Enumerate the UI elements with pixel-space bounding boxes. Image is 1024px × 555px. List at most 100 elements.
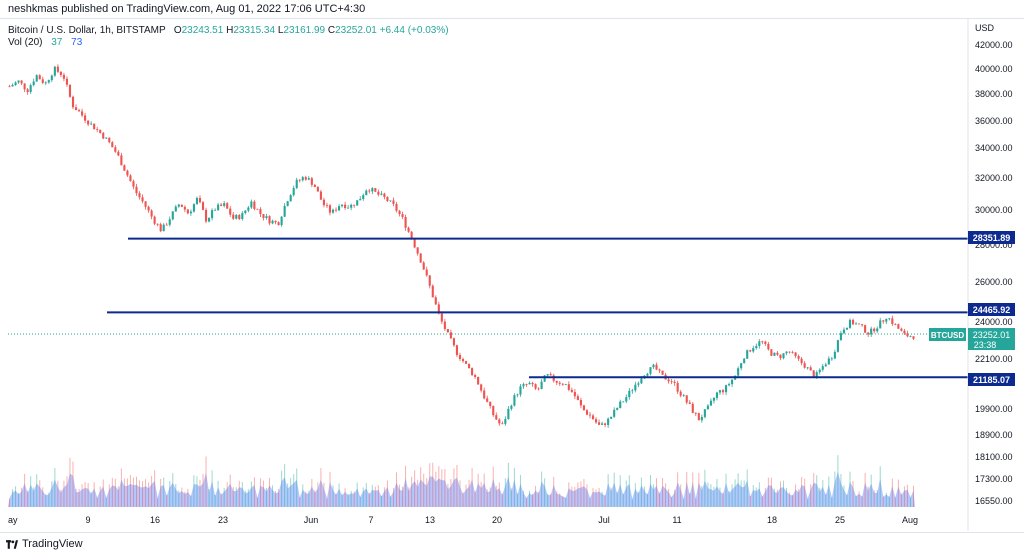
candle-body — [286, 201, 289, 206]
publisher-text: neshkmas published on TradingView.com, A… — [8, 3, 366, 15]
price-tick-label: 40000.00 — [975, 64, 1013, 74]
candle-body — [591, 415, 595, 420]
time-axis[interactable]: ay 9 16 23 Jun 7 13 20 Jul 11 18 25 Aug — [8, 515, 918, 525]
candle-body — [582, 405, 586, 411]
volume-ma-area — [8, 471, 915, 507]
candle-body — [99, 129, 102, 133]
candle-body — [631, 390, 634, 392]
candle-body — [77, 110, 81, 112]
candle-body — [912, 336, 915, 339]
candle-body — [20, 80, 23, 84]
candle-body — [44, 82, 47, 84]
candle-body — [594, 419, 598, 423]
candle-body — [531, 382, 534, 385]
symbol-name[interactable]: Bitcoin / U.S. Dollar, 1h, BITSTAMP — [8, 25, 166, 36]
candle-body — [105, 137, 108, 139]
candle-body — [516, 394, 519, 396]
time-tick-label: 16 — [150, 515, 160, 525]
candle-body — [337, 206, 341, 211]
candle-body — [697, 413, 700, 421]
candle-body — [534, 384, 537, 389]
candle-body — [909, 336, 912, 338]
level-label-3-text: 21185.07 — [973, 375, 1010, 385]
candle-body — [174, 206, 177, 212]
candle-body — [525, 384, 528, 385]
candle-body — [223, 203, 226, 206]
candle-body — [35, 75, 38, 82]
candle-body — [108, 137, 111, 143]
candle-body — [625, 397, 628, 402]
price-tick-label: 22100.00 — [975, 354, 1013, 364]
candle-body — [864, 325, 867, 333]
candle-body — [679, 391, 682, 396]
candle-body — [81, 111, 84, 116]
low-value: 23161.99 — [283, 25, 326, 36]
candle-body — [298, 179, 301, 181]
candle-body — [546, 374, 549, 376]
price-tick-label: 19900.00 — [975, 404, 1013, 414]
volume-label[interactable]: Vol (20) — [8, 37, 43, 48]
price-axis[interactable]: 42000.00 40000.00 38000.00 36000.00 34000.00… — [975, 40, 1013, 506]
candle-body — [812, 370, 815, 378]
candle-body — [861, 324, 864, 326]
time-tick-label: Jun — [304, 515, 319, 525]
candle-body — [885, 319, 888, 322]
candle-body — [776, 352, 779, 355]
chart-frame — [0, 18, 1024, 533]
candle-body — [220, 204, 223, 206]
candle-body — [207, 218, 211, 222]
close-label: C — [327, 25, 336, 36]
candle-body — [480, 384, 483, 391]
candle-body — [712, 397, 716, 401]
candle-body — [718, 390, 722, 393]
candle-body — [737, 368, 740, 376]
time-tick-label: 18 — [767, 515, 777, 525]
footer-brand[interactable]: TradingView — [22, 538, 83, 550]
candle-body — [773, 352, 776, 356]
candle-body — [555, 380, 558, 383]
candle-body — [528, 382, 531, 385]
candle-body — [585, 410, 589, 415]
candle-body — [259, 209, 262, 215]
candle-body — [59, 71, 62, 75]
candle-body — [682, 395, 685, 397]
price-tick-label: 16550.00 — [975, 496, 1013, 506]
candle-body — [845, 327, 849, 330]
candle-body — [425, 269, 428, 276]
candle-body — [162, 224, 165, 232]
candle-body — [129, 175, 132, 182]
candle-body — [65, 78, 69, 85]
candle-body — [274, 220, 277, 223]
time-tick-label: 7 — [368, 515, 373, 525]
candle-body — [468, 363, 471, 369]
candle-body — [138, 193, 141, 198]
price-tick-label: 26000.00 — [975, 277, 1013, 287]
candle-body — [540, 381, 543, 390]
candle-body — [386, 196, 389, 202]
candle-body — [440, 313, 443, 322]
candle-body — [419, 253, 422, 263]
candle-body — [26, 89, 29, 92]
candle-body — [256, 208, 259, 210]
candle-body — [658, 369, 661, 371]
candle-body — [189, 211, 192, 214]
candle-body — [788, 351, 791, 353]
candle-body — [434, 297, 437, 305]
close-value: 23252.01 — [335, 25, 377, 36]
candle-body — [821, 366, 824, 370]
candle-body — [253, 201, 256, 209]
candle-body — [362, 195, 365, 200]
price-tick-label: 18100.00 — [975, 452, 1013, 462]
candle-body — [827, 358, 830, 365]
candle-body — [120, 155, 123, 166]
candle-body — [800, 358, 803, 364]
candle-body — [87, 120, 90, 125]
candle-body — [159, 224, 162, 232]
candle-body — [428, 275, 431, 286]
candle-body — [894, 324, 897, 325]
level-label-2: 24465.92 — [968, 303, 1015, 316]
candle-body — [673, 381, 676, 383]
candle-body — [304, 177, 307, 180]
candle-body — [691, 403, 694, 413]
